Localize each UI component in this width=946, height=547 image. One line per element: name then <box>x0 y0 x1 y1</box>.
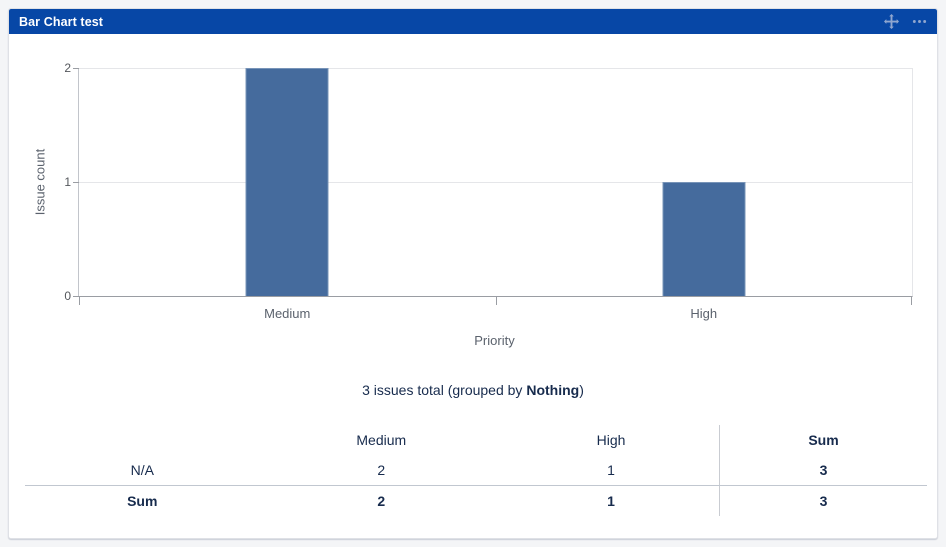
y-tick-label-2: 2 <box>64 61 71 75</box>
y-tick-label-0: 0 <box>64 289 71 303</box>
gridline-y-1 <box>79 182 912 183</box>
row-label: N/A <box>25 455 260 486</box>
cell-n-a-sum: 3 <box>719 455 927 486</box>
y-tick-2 <box>73 68 79 69</box>
col-header-sum: Sum <box>719 425 927 455</box>
summary-after: ) <box>579 382 584 398</box>
gadget-title: Bar Chart test <box>19 14 104 29</box>
x-axis-title: Priority <box>474 333 515 348</box>
y-axis-title: Issue count <box>32 148 48 216</box>
y-tick-0 <box>73 296 79 297</box>
y-tick-1 <box>73 182 79 183</box>
summary-text: 3 issues total (grouped by Nothing) <box>9 381 937 399</box>
category-label-medium: Medium <box>264 306 311 321</box>
cell-sum-sum: 3 <box>719 485 927 516</box>
bar-chart-gadget: Bar Chart test Issue count 0 1 2 Medium High… <box>8 8 938 539</box>
summary-group-by: Nothing <box>526 382 580 398</box>
table-row-sum: Sum 2 1 3 <box>25 485 927 516</box>
bar-chart: Issue count 0 1 2 Medium High Priority <box>9 34 937 379</box>
y-tick-label-1: 1 <box>64 175 71 189</box>
cell-n-a-medium: 2 <box>259 455 504 486</box>
col-header-high: High <box>596 432 626 448</box>
summary-before: 3 issues total (grouped by <box>362 382 527 398</box>
table-header-row: Medium High Sum <box>25 425 927 455</box>
cell-sum-medium: 2 <box>377 493 386 509</box>
x-tick-2 <box>911 296 912 305</box>
col-header-medium: Medium <box>356 432 407 448</box>
row-label-header <box>25 425 260 455</box>
cell-sum-high: 1 <box>607 493 615 509</box>
row-label: Sum <box>127 493 158 509</box>
move-icon[interactable] <box>884 14 899 29</box>
results-table: Medium High Sum N/A 2 1 3 Sum 2 1 3 <box>25 425 927 516</box>
gadget-header[interactable]: Bar Chart test <box>9 9 937 34</box>
more-menu-icon[interactable] <box>912 14 927 29</box>
gridline-y-2 <box>79 68 912 69</box>
plot-area: 0 1 2 Medium High <box>64 61 913 321</box>
cell-n-a-high: 1 <box>503 455 720 486</box>
table-row-n-a: N/A 2 1 3 <box>25 455 927 486</box>
category-label-high: High <box>690 306 718 321</box>
gadget-header-icons <box>884 14 927 29</box>
bar-high[interactable] <box>662 182 746 296</box>
x-tick-1 <box>495 296 497 305</box>
bar-medium[interactable] <box>245 68 329 296</box>
x-tick-0 <box>79 296 80 305</box>
